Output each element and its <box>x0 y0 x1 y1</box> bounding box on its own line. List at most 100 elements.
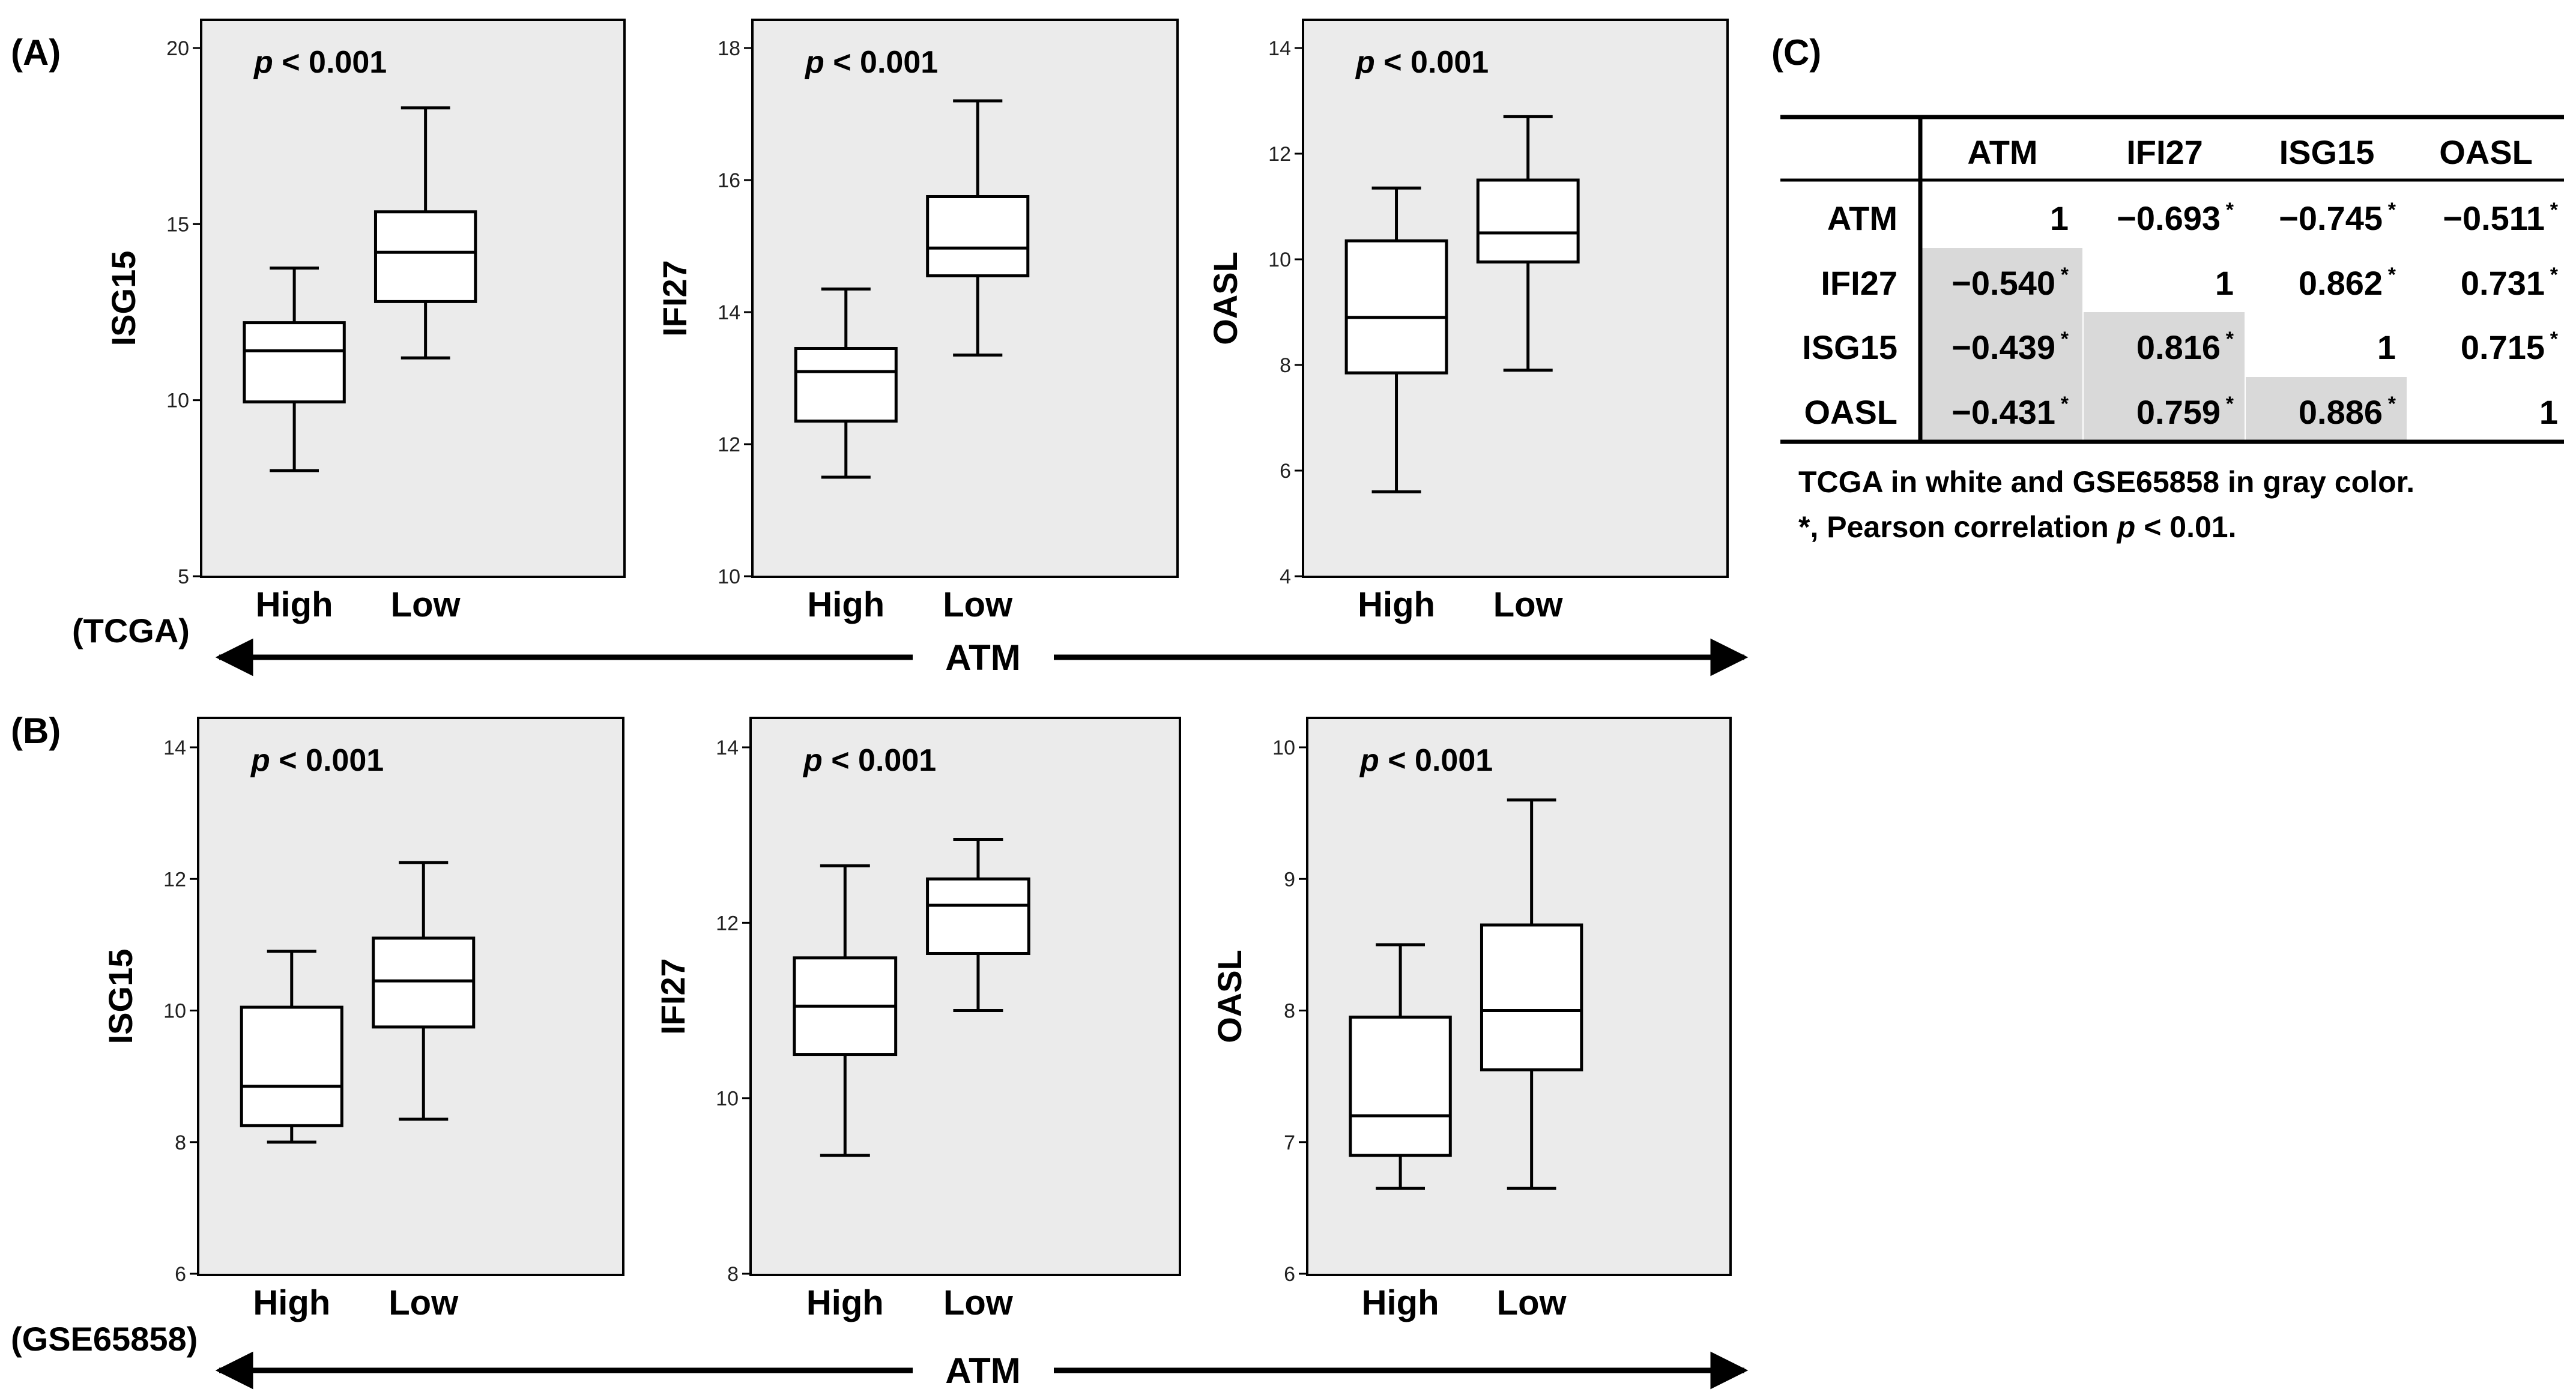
box-high <box>243 267 346 472</box>
category-label-low: Low <box>389 1283 459 1322</box>
table-cell: 1 <box>2215 264 2234 302</box>
category-label-high: High <box>807 585 884 624</box>
box-high <box>240 950 343 1144</box>
y-tick-label: 6 <box>1284 1263 1295 1286</box>
y-tick-label: 4 <box>1280 565 1291 588</box>
box-plot-b-ifi27: 8 10 12 14 IFI27 p < 0.001 High Low <box>654 717 1181 1322</box>
iqr-box <box>373 210 477 303</box>
y-tick-label: 8 <box>1284 1000 1295 1023</box>
box-plot-a-ifi27: 10 12 14 16 18 IFI27 p < 0.001 High Low <box>656 19 1179 624</box>
atm-axis-label-b: ATM <box>945 1351 1021 1391</box>
table-cell: 1 <box>2539 393 2558 431</box>
iqr-box <box>240 1005 343 1127</box>
y-tick-label: 14 <box>718 301 740 324</box>
table-row-header: ATM <box>1827 199 1897 237</box>
box-plot-b-isg15: 6 8 10 12 14 ISG15 p < 0.001 High Low <box>101 717 624 1322</box>
y-tick-label: 10 <box>1268 249 1291 271</box>
category-label-high: High <box>253 1283 330 1322</box>
category-label-low: Low <box>943 1283 1014 1322</box>
y-tick-label: 8 <box>1280 354 1291 377</box>
panel-label-c: (C) <box>1771 32 1821 73</box>
box-low <box>1480 798 1583 1190</box>
dataset-label-tcga: (TCGA) <box>72 612 190 649</box>
iqr-box <box>1480 923 1583 1071</box>
p-value-annotation: p < 0.001 <box>1359 743 1493 778</box>
y-tick-label: 14 <box>163 737 186 759</box>
box-plot-a-oasl: 4 6 8 10 12 14 OASL p < 0.001 High Low <box>1206 19 1729 624</box>
table-note-1: TCGA in white and GSE65858 in gray color… <box>1798 465 2414 499</box>
y-tick-label: 7 <box>1284 1131 1295 1154</box>
y-tick-label: 8 <box>175 1131 186 1154</box>
table-cell: −0.511 <box>2443 199 2545 237</box>
table-cell: −0.693 <box>2117 199 2221 237</box>
box-plot-a-isg15: 5 10 15 20 ISG15 p < 0.001 High Low <box>104 19 626 624</box>
significance-star: * <box>2061 393 2069 415</box>
gray-cell-bg <box>1921 312 2082 377</box>
y-axis-label: IFI27 <box>654 958 692 1035</box>
gray-cell-bg <box>1921 377 2082 442</box>
significance-star: * <box>2061 328 2069 351</box>
significance-star: * <box>2550 264 2559 286</box>
p-value-annotation: p < 0.001 <box>250 743 384 778</box>
y-tick-label: 20 <box>166 37 189 60</box>
box-low <box>372 861 476 1121</box>
category-label-low: Low <box>1497 1283 1567 1322</box>
y-tick-label: 10 <box>163 1000 186 1023</box>
table-cell: −0.431 <box>1952 393 2055 431</box>
iqr-box <box>926 877 1030 955</box>
table-col-header: OASL <box>2439 133 2533 171</box>
iqr-box <box>243 321 346 404</box>
y-axis-label: ISG15 <box>101 949 139 1044</box>
p-value-annotation: p < 0.001 <box>802 743 936 778</box>
y-tick-label: 10 <box>1272 737 1295 759</box>
box-plot-b-oasl: 6 7 8 9 10 OASL p < 0.001 High Low <box>1211 717 1732 1322</box>
iqr-box <box>1349 1015 1452 1157</box>
table-cell: −0.439 <box>1952 328 2055 366</box>
table-cell: 0.886 <box>2299 393 2383 431</box>
y-tick-label: 12 <box>716 912 739 935</box>
significance-star: * <box>2226 393 2234 415</box>
p-value-annotation: p < 0.001 <box>253 45 387 80</box>
significance-star: * <box>2226 328 2234 351</box>
box-low <box>1476 115 1580 372</box>
category-label-high: High <box>1362 1283 1439 1322</box>
y-axis-label: OASL <box>1206 252 1244 345</box>
table-cell: 0.731 <box>2461 264 2545 302</box>
gray-cell-bg <box>2084 377 2245 442</box>
significance-star: * <box>2388 199 2396 221</box>
table-cell: 0.862 <box>2299 264 2383 302</box>
dataset-label-gse: (GSE65858) <box>11 1320 198 1358</box>
y-axis-label: OASL <box>1211 950 1248 1043</box>
plot-frame <box>751 19 1179 578</box>
box-high <box>1349 943 1452 1190</box>
y-axis-label: IFI27 <box>656 260 694 337</box>
table-cell: −0.540 <box>1952 264 2055 302</box>
box-plots: 5 10 15 20 ISG15 p < 0.001 High Low 10 12 14 16 18 IF… <box>101 19 1732 1322</box>
box-low <box>926 99 1030 357</box>
y-tick-label: 5 <box>178 565 189 588</box>
table-cell: 1 <box>2377 328 2396 366</box>
y-axis-label: ISG15 <box>104 251 142 346</box>
box-high <box>794 288 898 479</box>
table-col-header: IFI27 <box>2126 133 2203 171</box>
p-value-annotation: p < 0.001 <box>804 45 938 80</box>
table-note-2: *, Pearson correlation p < 0.01. <box>1798 510 2237 544</box>
y-tick-label: 8 <box>727 1263 739 1286</box>
y-tick-label: 9 <box>1284 868 1295 891</box>
significance-star: * <box>2388 264 2396 286</box>
category-label-high: High <box>1358 585 1435 624</box>
y-tick-label: 14 <box>716 737 739 759</box>
panel-label-b: (B) <box>11 711 61 751</box>
table-row-header: IFI27 <box>1821 264 1897 302</box>
category-label-low: Low <box>391 585 461 624</box>
gray-cell-bg <box>2084 312 2245 377</box>
p-value-annotation: p < 0.001 <box>1355 45 1489 80</box>
category-label-high: High <box>806 1283 884 1322</box>
significance-star: * <box>2061 264 2069 286</box>
y-tick-label: 14 <box>1268 37 1291 60</box>
box-low <box>373 106 477 360</box>
box-high <box>1344 186 1448 493</box>
table-row-header: ISG15 <box>1802 328 1897 366</box>
